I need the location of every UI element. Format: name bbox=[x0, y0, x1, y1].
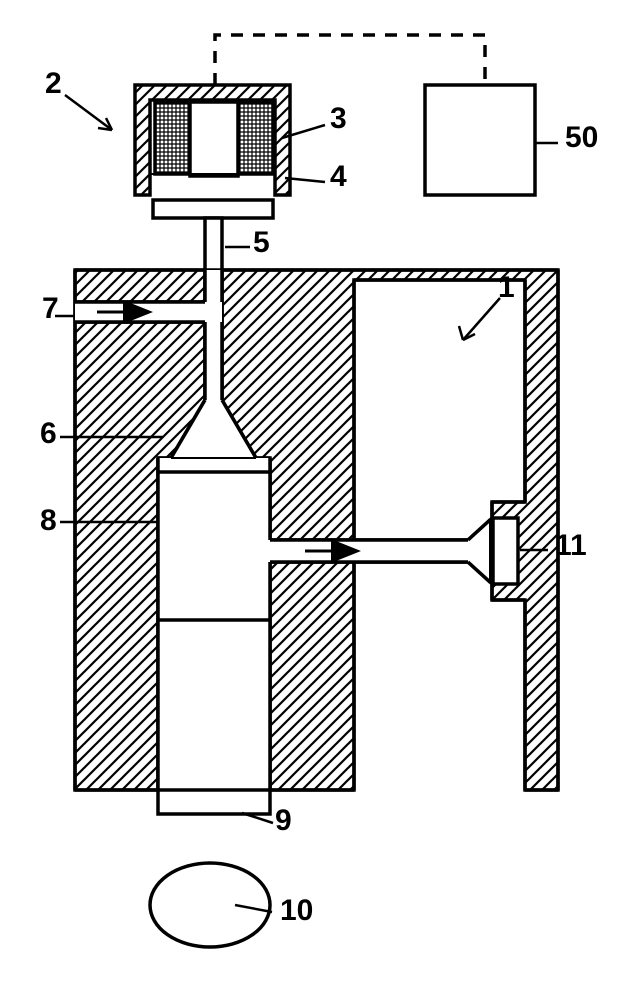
control-unit bbox=[425, 85, 535, 195]
coil-right bbox=[238, 102, 273, 174]
label-50: 50 bbox=[565, 121, 598, 154]
label-3: 3 bbox=[330, 102, 347, 135]
dashed-control-line bbox=[215, 35, 485, 85]
label-1: 1 bbox=[498, 271, 515, 304]
label-9: 9 bbox=[275, 804, 292, 837]
outlet-nozzle bbox=[493, 518, 518, 584]
label-8: 8 bbox=[40, 504, 57, 537]
schematic-diagram: 1 2 3 4 5 6 7 8 9 10 11 50 bbox=[0, 0, 628, 1000]
label-11: 11 bbox=[555, 529, 587, 562]
label-6: 6 bbox=[40, 417, 57, 450]
label-7: 7 bbox=[42, 292, 59, 325]
cam bbox=[150, 863, 270, 947]
armature-plate bbox=[153, 200, 273, 218]
pole-stem bbox=[190, 102, 238, 176]
piston-lower bbox=[158, 790, 270, 814]
valve-shaft bbox=[205, 218, 222, 270]
label-4: 4 bbox=[330, 160, 347, 193]
label-5: 5 bbox=[253, 226, 270, 259]
coil-left bbox=[155, 102, 190, 174]
label-2: 2 bbox=[45, 67, 62, 100]
label-10: 10 bbox=[280, 894, 313, 927]
